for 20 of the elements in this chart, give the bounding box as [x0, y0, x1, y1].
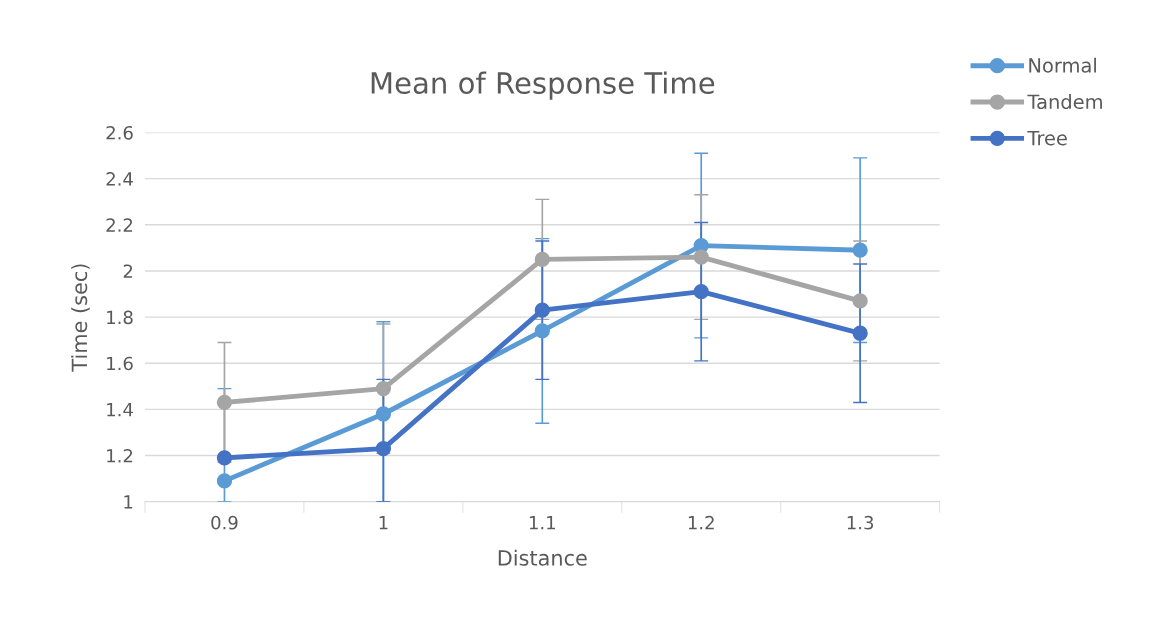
- legend-label: Tree: [1027, 130, 1067, 146]
- legend-label: Normal: [1029, 57, 1096, 73]
- y-tick-label: 1.8: [107, 310, 133, 325]
- x-tick-label: 1.1: [529, 516, 555, 530]
- x-tick-label: 0.9: [211, 515, 238, 530]
- y-tick-label: 1.4: [107, 403, 133, 417]
- y-tick-label: 1.6: [107, 356, 133, 371]
- y-tick-label: 1: [124, 495, 133, 509]
- y-tick-label: 2: [123, 264, 133, 278]
- x-axis-title: Distance: [498, 549, 587, 566]
- legend-label: Tandem: [1027, 94, 1102, 110]
- y-tick-label: 2.2: [106, 218, 133, 232]
- x-tick-label: 1: [379, 516, 388, 530]
- x-tick-label: 1.3: [847, 515, 874, 530]
- y-tick-label: 2.6: [106, 125, 133, 140]
- y-axis-title: Time (sec): [71, 264, 90, 372]
- y-tick-label: 1.2: [107, 448, 133, 463]
- x-tick-label: 1.2: [688, 515, 714, 530]
- y-tick-label: 2.4: [106, 172, 133, 186]
- chart-title: Mean of Response Time: [371, 71, 715, 100]
